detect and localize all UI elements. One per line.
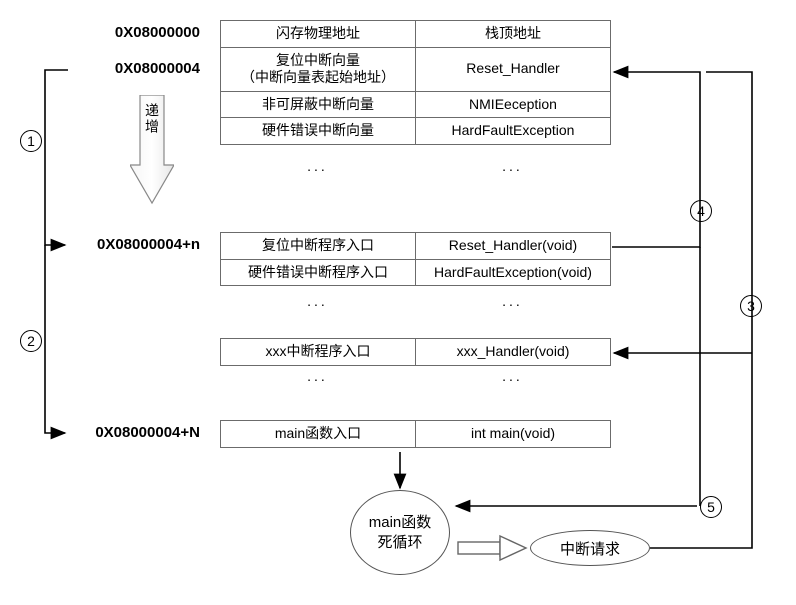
main-loop-node: main函数 死循环	[350, 490, 450, 575]
ellipsis-t2l: ...	[220, 293, 415, 309]
t3r0l: xxx中断程序入口	[221, 339, 416, 366]
t2r0l: 复位中断程序入口	[221, 233, 416, 260]
t1r3l: 硬件错误中断向量	[221, 118, 416, 145]
t1r0r: 栈顶地址	[416, 21, 611, 48]
main-table: main函数入口 int main(void)	[220, 420, 611, 448]
t1r1l: 复位中断向量 （中断向量表起始地址）	[221, 47, 416, 91]
t1r0l: 闪存物理地址	[221, 21, 416, 48]
memory-map-diagram: 0X08000000 0X08000004 0X08000004+n 0X080…	[0, 0, 796, 605]
circ-5: 5	[700, 496, 722, 518]
ellipsis-t1l: ...	[220, 158, 415, 174]
handler-table-2: xxx中断程序入口 xxx_Handler(void)	[220, 338, 611, 366]
vector-table: 闪存物理地址 栈顶地址 复位中断向量 （中断向量表起始地址） Reset_Han…	[220, 20, 611, 145]
circ-3: 3	[740, 295, 762, 317]
ellipsis-t3l: ...	[220, 368, 415, 384]
t1r2r: NMIEeception	[416, 91, 611, 118]
t1r1r: Reset_Handler	[416, 47, 611, 91]
ellipsis-t2r: ...	[415, 293, 610, 309]
circ-4: 4	[690, 200, 712, 222]
t2r1r: HardFaultException(void)	[416, 259, 611, 286]
irq-node: 中断请求	[530, 530, 650, 566]
handler-table-1: 复位中断程序入口 Reset_Handler(void) 硬件错误中断程序入口 …	[220, 232, 611, 286]
t4r0r: int main(void)	[416, 421, 611, 448]
t2r1l: 硬件错误中断程序入口	[221, 259, 416, 286]
t1r2l: 非可屏蔽中断向量	[221, 91, 416, 118]
ellipsis-t1r: ...	[415, 158, 610, 174]
circ-2: 2	[20, 330, 42, 352]
t1r3r: HardFaultException	[416, 118, 611, 145]
t2r0r: Reset_Handler(void)	[416, 233, 611, 260]
ellipsis-t3r: ...	[415, 368, 610, 384]
addr-0: 0X08000000	[60, 24, 200, 41]
addr-1: 0X08000004	[60, 60, 200, 77]
addr-2: 0X08000004+n	[60, 236, 200, 253]
addr-3: 0X08000004+N	[60, 424, 200, 441]
circ-1: 1	[20, 130, 42, 152]
incr-label: 递增	[142, 103, 162, 135]
t4r0l: main函数入口	[221, 421, 416, 448]
incr-arrow: 递增	[130, 95, 174, 205]
t3r0r: xxx_Handler(void)	[416, 339, 611, 366]
